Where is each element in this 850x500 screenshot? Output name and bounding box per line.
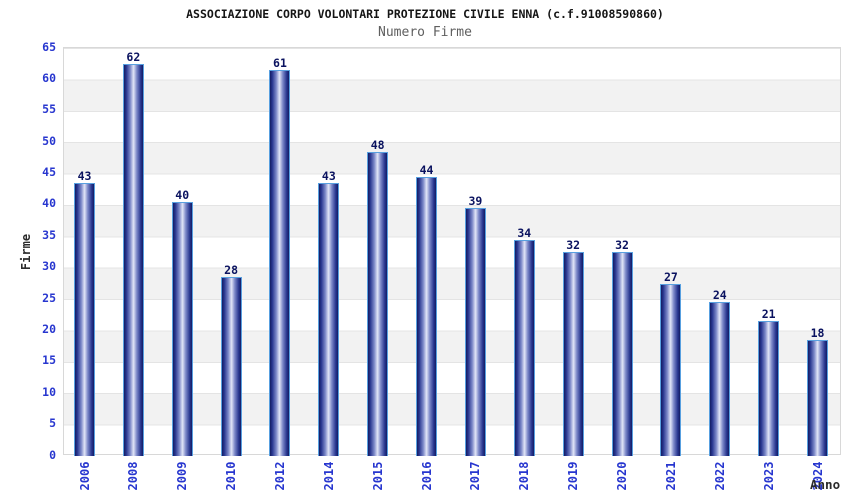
x-tick-label: 2008: [126, 461, 141, 491]
x-tick-label: 2020: [615, 461, 630, 491]
bar-value-label: 62: [126, 49, 141, 64]
bar-value-label: 18: [810, 326, 825, 340]
x-tick-label: 2022: [712, 461, 727, 491]
bar-2008: [122, 63, 144, 456]
bar-2015: [367, 151, 389, 456]
plot-area: 43 62 40 28 61 43 48 44 39 34 32 32 27 24 21 18: [63, 47, 841, 456]
x-tick-label: 2010: [224, 461, 239, 491]
x-tick-label: 2006: [77, 461, 92, 491]
y-tick-label: 20: [42, 321, 56, 336]
y-tick-label: 40: [42, 196, 56, 211]
bar-value-label: 48: [370, 137, 385, 152]
x-tick-label: 2015: [370, 461, 385, 491]
bar-2017: [464, 208, 486, 456]
bar-value-label: 32: [566, 238, 581, 253]
x-tick-label: 2012: [272, 461, 287, 491]
y-tick-label: 15: [42, 353, 56, 368]
x-axis-title: Anno: [810, 477, 841, 492]
bar-value-label: 40: [175, 187, 190, 202]
y-tick-label: 50: [42, 133, 56, 148]
bar-2012: [269, 70, 291, 456]
y-tick-label: 10: [42, 384, 56, 399]
bar-value-label: 61: [273, 56, 287, 71]
y-tick-label: 60: [42, 70, 56, 85]
x-tick-label: 2017: [468, 461, 483, 491]
y-tick-label: 35: [42, 227, 56, 242]
y-tick-label: 55: [42, 102, 56, 117]
y-tick-label: 30: [42, 259, 56, 274]
y-tick-label: 5: [49, 416, 56, 431]
bar-value-label: 43: [321, 169, 336, 184]
y-tick-label: 65: [42, 39, 56, 54]
chart-title: ASSOCIAZIONE CORPO VOLONTARI PROTEZIONE …: [186, 7, 664, 21]
bar-value-label: 24: [712, 288, 727, 303]
bar-2020: [611, 252, 633, 456]
x-tick-label: 2016: [419, 461, 434, 491]
bar-2018: [513, 239, 535, 456]
x-tick-label: 2009: [175, 461, 190, 491]
bar-2022: [709, 302, 731, 456]
bar-value-label: 43: [77, 169, 92, 184]
y-tick-label: 25: [42, 290, 56, 305]
bar-value-label: 39: [468, 194, 483, 209]
y-tick-label: 0: [49, 447, 56, 462]
chart-subtitle: Numero Firme: [378, 25, 472, 40]
bar-2006: [74, 183, 95, 456]
bar-2014: [318, 183, 340, 456]
x-tick-label: 2023: [761, 461, 776, 491]
bar-2021: [660, 283, 682, 456]
bar-value-label: 28: [224, 263, 239, 278]
x-tick-label: 2019: [566, 461, 581, 491]
bar-value-label: 44: [419, 162, 434, 177]
bar-value-label: 21: [761, 307, 776, 322]
bar-2010: [220, 277, 242, 456]
bar-value-label: 32: [615, 238, 629, 253]
x-tick-label: 2014: [321, 461, 336, 491]
bar-2023: [758, 321, 780, 456]
bar-2019: [562, 252, 584, 456]
x-tick-label: 2018: [517, 461, 532, 491]
bar-2009: [171, 201, 193, 456]
bar-value-label: 27: [663, 269, 678, 284]
bar-2016: [416, 176, 438, 456]
bar-value-label: 34: [517, 225, 532, 240]
bar-2024: [807, 340, 828, 456]
y-tick-label: 45: [42, 165, 56, 180]
x-tick-label: 2021: [663, 461, 678, 491]
